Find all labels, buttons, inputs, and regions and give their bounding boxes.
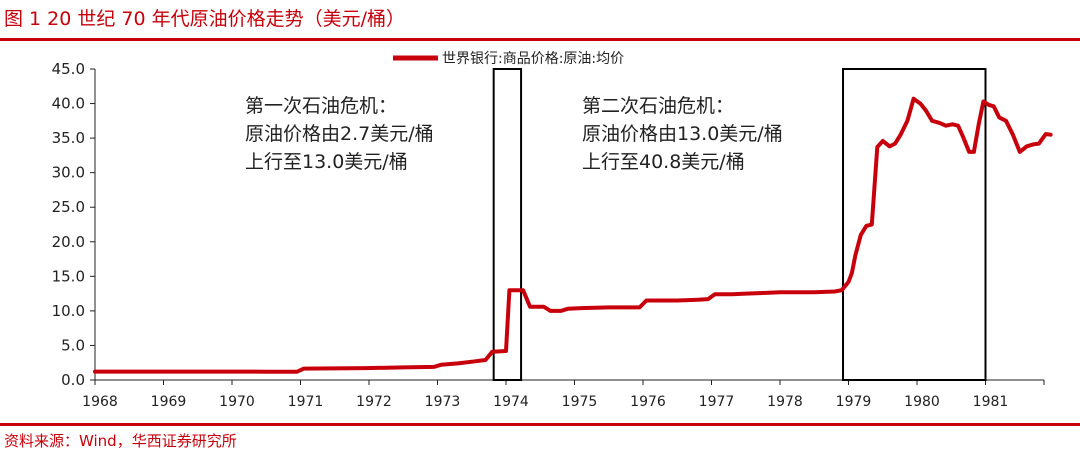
figure-title: 图 1 20 世纪 70 年代原油价格走势（美元/桶） bbox=[4, 8, 406, 30]
annotation-2-line-1: 第二次石油危机： bbox=[582, 95, 734, 117]
footer-divider bbox=[0, 423, 1080, 426]
source-note: 资料来源：Wind，华西证券研究所 bbox=[4, 432, 237, 450]
x-tick-label: 1969 bbox=[151, 394, 187, 410]
annotation-2-line-2: 原油价格由13.0美元/桶 bbox=[582, 123, 783, 145]
crisis-highlight-box-2 bbox=[842, 68, 987, 381]
x-tick-label: 1980 bbox=[904, 394, 940, 410]
x-tick-label: 1970 bbox=[219, 394, 255, 410]
x-tick-label: 1976 bbox=[630, 394, 666, 410]
x-tick-label: 1977 bbox=[699, 394, 735, 410]
annotation-1-line-2: 原油价格由2.7美元/桶 bbox=[245, 123, 434, 145]
x-tick-label: 1972 bbox=[356, 394, 392, 410]
y-tick-label: 45.0 bbox=[52, 60, 85, 78]
y-tick-label: 10.0 bbox=[52, 302, 85, 320]
x-tick-label: 1971 bbox=[288, 394, 324, 410]
annotation-1-line-3: 上行至13.0美元/桶 bbox=[245, 151, 408, 173]
x-tick-label: 1981 bbox=[973, 394, 1009, 410]
y-tick-label: 40.0 bbox=[52, 95, 85, 113]
x-tick-label: 1973 bbox=[425, 394, 461, 410]
x-tick-label: 1974 bbox=[493, 394, 529, 410]
y-tick-label: 20.0 bbox=[52, 233, 85, 251]
x-tick-label: 1979 bbox=[836, 394, 872, 410]
x-tick-label: 1978 bbox=[767, 394, 803, 410]
y-tick-label: 5.0 bbox=[61, 336, 85, 354]
y-tick-label: 25.0 bbox=[52, 198, 85, 216]
legend-label: 世界银行:商品价格:原油:均价 bbox=[442, 51, 624, 67]
crisis-highlight-box-1 bbox=[492, 68, 523, 381]
y-tick-label: 30.0 bbox=[52, 164, 85, 182]
y-tick-label: 35.0 bbox=[52, 129, 85, 147]
header-divider bbox=[0, 38, 1080, 41]
y-tick-label: 15.0 bbox=[52, 267, 85, 285]
annotation-2-line-3: 上行至40.8美元/桶 bbox=[582, 151, 745, 173]
annotation-1-line-1: 第一次石油危机： bbox=[245, 95, 397, 117]
x-tick-label: 1975 bbox=[562, 394, 598, 410]
oil-price-series-line bbox=[93, 96, 1053, 374]
x-tick-label: 1968 bbox=[82, 394, 118, 410]
y-tick-label: 0.0 bbox=[61, 371, 85, 389]
